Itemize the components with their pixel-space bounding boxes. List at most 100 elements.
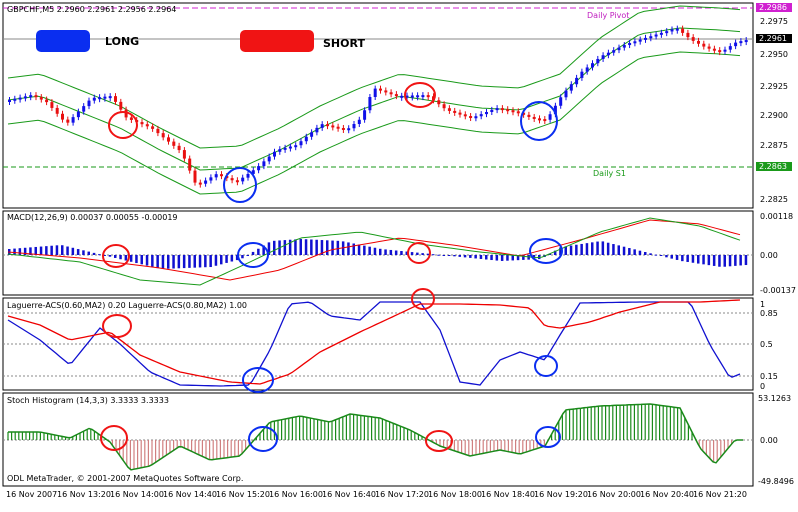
macd-histogram-bar (331, 240, 334, 255)
price-layer (3, 5, 753, 195)
candle-body (527, 114, 531, 117)
long-signal-circle (529, 238, 563, 264)
macd-histogram-bar (326, 240, 329, 255)
candle-body (198, 182, 202, 185)
candle-body (288, 146, 292, 149)
main-pane[interactable] (2, 2, 754, 209)
candle-body (453, 110, 457, 113)
macd-histogram-bar (739, 255, 742, 266)
macd-histogram-bar (638, 250, 642, 255)
macd-histogram-bar (548, 253, 552, 255)
macd-histogram-bar (172, 255, 175, 269)
macd-histogram-bar (728, 255, 732, 267)
macd-histogram-bar (405, 251, 408, 255)
macd-histogram-bar (553, 250, 557, 255)
macd-histogram-bar (379, 248, 382, 255)
macd-histogram-bar (29, 247, 32, 255)
candle-body (410, 95, 414, 98)
stoch-outline (8, 403, 743, 471)
macd-histogram-bar (373, 247, 377, 255)
macd-histogram-bar (469, 255, 472, 258)
candle-body (182, 150, 186, 159)
macd-histogram-bar (177, 255, 181, 269)
macd-histogram-bar (516, 255, 520, 261)
macd-histogram-bar (55, 245, 59, 255)
macd-histogram-bar (506, 255, 509, 261)
macd-histogram-bar (108, 255, 112, 257)
macd-histogram-bar (119, 255, 122, 260)
candle-body (739, 41, 743, 44)
price-tick-6: 2.2825 (760, 195, 788, 204)
candle-body (267, 156, 271, 162)
long-signal-circle (248, 426, 278, 452)
time-tick-8: 16 Nov 18:00 (428, 490, 482, 499)
stoch-layer (3, 403, 753, 471)
macd-histogram-bar (82, 250, 85, 255)
macd-histogram-bar (744, 255, 748, 266)
candle-body (665, 31, 669, 34)
candle-body (591, 63, 594, 68)
candle-body (400, 95, 404, 98)
macd-histogram-bar (294, 239, 297, 255)
candle-body (283, 147, 287, 150)
candle-body (633, 41, 637, 44)
candle-body (479, 114, 483, 117)
candle-body (241, 177, 245, 182)
macd-histogram-bar (686, 255, 689, 262)
daily-s1-label: Daily S1 (593, 169, 626, 178)
candle-body (394, 94, 398, 97)
candle-body (421, 95, 425, 98)
candle-body (87, 100, 91, 107)
candle-body (612, 50, 616, 53)
macd-histogram-bar (628, 248, 631, 255)
candle-body (45, 99, 49, 103)
long-signal-circle (534, 355, 558, 377)
short-signal-circle (102, 314, 132, 338)
candle-body (145, 124, 149, 127)
macd-histogram-bar (167, 255, 170, 269)
macd-histogram-bar (267, 242, 271, 255)
macd-histogram-bar (140, 255, 143, 265)
candle-body (251, 170, 255, 174)
candle-body (326, 124, 329, 127)
candle-body (389, 92, 393, 95)
candle-body (373, 88, 377, 97)
candle-body (532, 116, 536, 119)
candle-body (103, 96, 107, 99)
macd-histogram-bar (511, 255, 514, 261)
candle-body (257, 166, 261, 171)
macd-histogram-bar (214, 255, 218, 266)
macd-histogram-bar (633, 249, 636, 255)
candle-body (543, 119, 547, 122)
candle-body (681, 28, 685, 33)
candle-body (315, 127, 319, 133)
candle-body (675, 28, 679, 31)
long-signal-circle (535, 426, 561, 448)
macd-histogram-bar (220, 255, 223, 265)
long-legend-swatch (36, 30, 90, 52)
macd-histogram-bar (347, 242, 350, 255)
candle-body (734, 42, 738, 47)
candle-body (617, 47, 621, 51)
short-signal-circle (102, 244, 130, 268)
copyright-text: ODL MetaTrader, © 2001-2007 MetaQuotes S… (7, 474, 243, 483)
macd-histogram-bar (251, 251, 255, 255)
macd-histogram-bar (490, 255, 493, 261)
macd-histogram-bar (129, 255, 133, 262)
macd-histogram-bar (644, 252, 647, 255)
current-price-tag (756, 34, 792, 43)
macd-histogram-bar (675, 255, 679, 260)
candle-body (638, 39, 642, 42)
candle-body (670, 29, 674, 32)
candle-body (304, 136, 308, 142)
macd-histogram-bar (352, 243, 355, 255)
macd-histogram-bar (225, 255, 228, 263)
candle-body (707, 46, 711, 49)
candle-body (50, 102, 54, 108)
time-tick-3: 16 Nov 14:40 (163, 490, 217, 499)
candle-body (18, 97, 22, 100)
macd-histogram-bar (596, 241, 599, 255)
long-signal-circle (237, 242, 269, 268)
